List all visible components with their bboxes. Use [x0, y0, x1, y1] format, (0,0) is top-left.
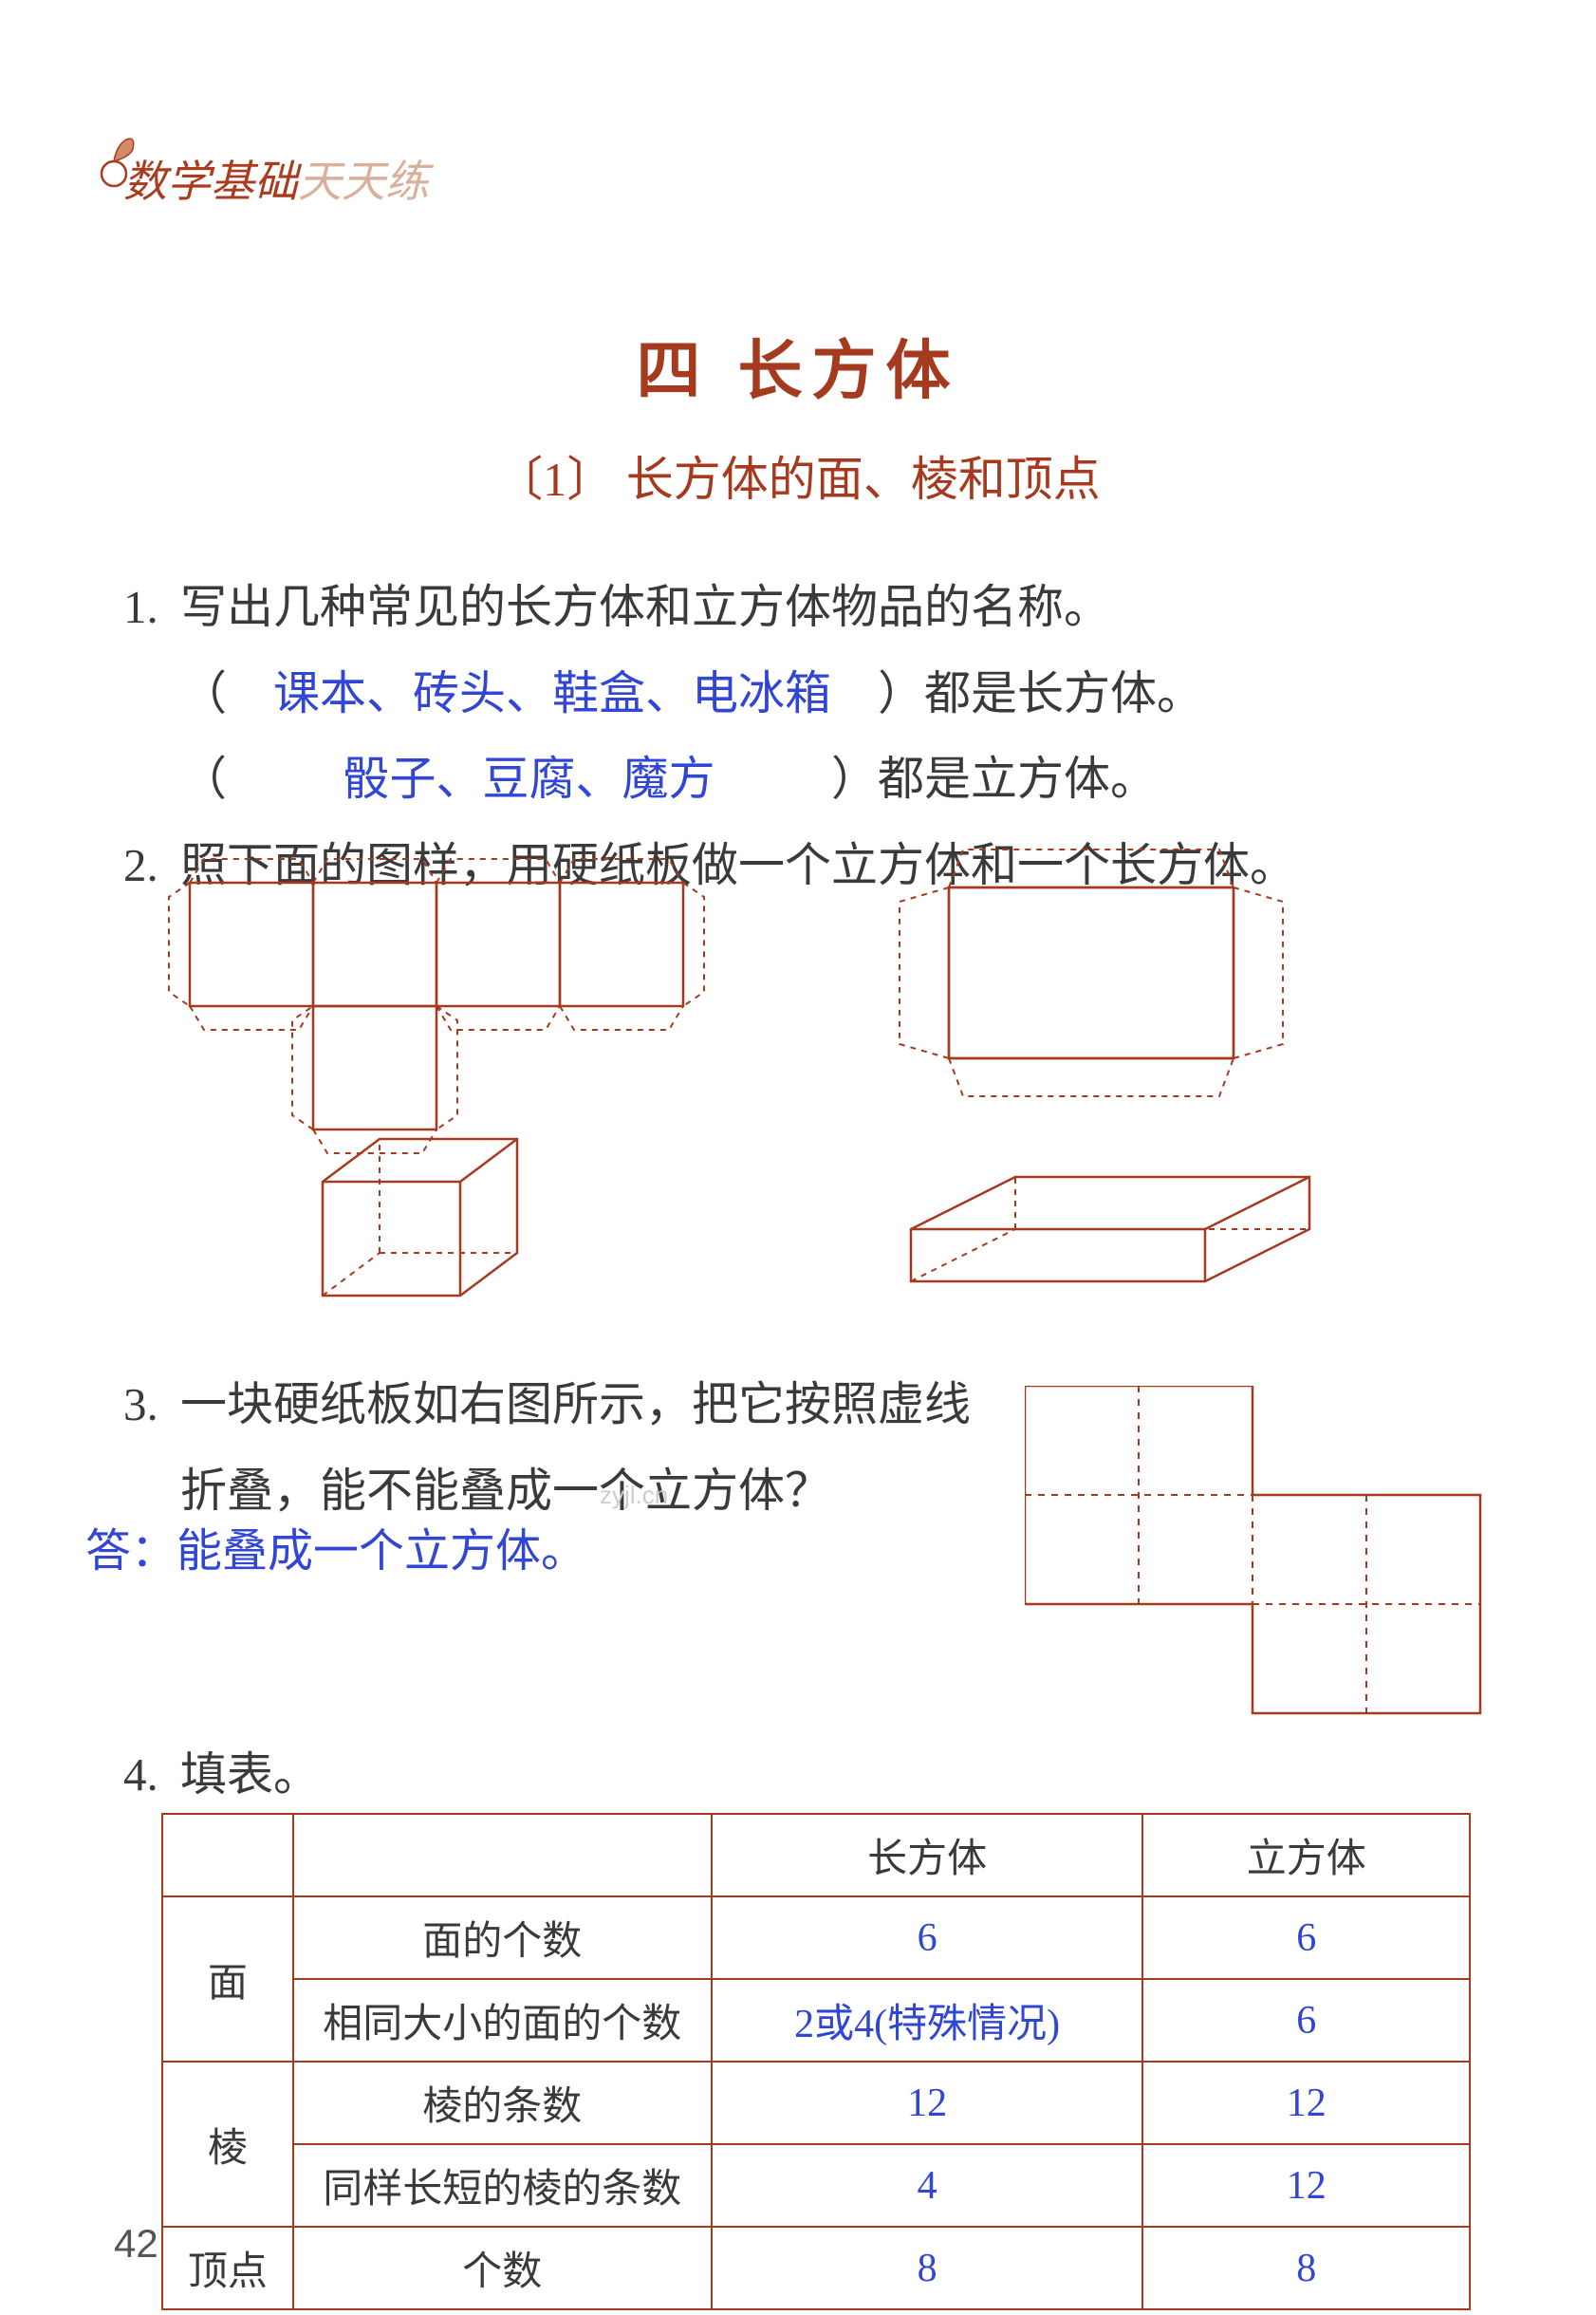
q3-text1: 一块硬纸板如右图所示，把它按照虚线 — [180, 1378, 971, 1430]
table-container: 长方体 立方体 面 面的个数 6 6 相同大小的面的个数 2或4(特殊情况) 6… — [161, 1813, 1471, 2310]
val-2-cuboid: 12 — [712, 2062, 1143, 2144]
question-3: 3.一块硬纸板如右图所示，把它按照虚线 折叠，能不能叠成一个立方体？ — [123, 1362, 977, 1534]
table-row: 同样长短的棱的条数 4 12 — [162, 2144, 1470, 2227]
val-3-cube: 12 — [1142, 2144, 1470, 2227]
table-row: 面 面的个数 6 6 — [162, 1896, 1470, 1979]
q3-answer: 答：能叠成一个立方体。 — [85, 1513, 586, 1579]
label-2: 棱的条数 — [293, 2062, 712, 2144]
val-1-cube: 6 — [1142, 1979, 1470, 2062]
q1-num: 1. — [123, 565, 180, 651]
chapter-title: 四 长方体 — [0, 318, 1596, 412]
q3-num: 3. — [123, 1362, 180, 1448]
table-row: 棱 棱的条数 12 12 — [162, 2062, 1470, 2144]
logo-dark: 数学基础 — [123, 158, 298, 206]
q1-line3: （ 骰子、豆腐、魔方 ）都是立方体。 — [123, 737, 1490, 823]
question-4: 4.填表。 — [123, 1737, 320, 1804]
val-3-cuboid: 4 — [712, 2144, 1143, 2227]
label-1: 相同大小的面的个数 — [293, 1979, 712, 2062]
label-4: 个数 — [293, 2227, 712, 2309]
th-cube: 立方体 — [1142, 1814, 1470, 1896]
group-vertex: 顶点 — [162, 2227, 293, 2309]
table-header-row: 长方体 立方体 — [162, 1814, 1470, 1896]
table-row: 顶点 个数 8 8 — [162, 2227, 1470, 2309]
q1-paren-open: （ — [180, 667, 227, 719]
th-empty1 — [162, 1814, 293, 1896]
group-face: 面 — [162, 1896, 293, 2062]
val-0-cuboid: 6 — [712, 1896, 1143, 1979]
q1-answer-2: 骰子、豆腐、魔方 — [343, 753, 715, 805]
val-2-cube: 12 — [1142, 2062, 1470, 2144]
question-1: 1.写出几种常见的长方体和立方体物品的名称。 — [123, 565, 1490, 651]
diagram-nets — [123, 826, 1490, 1300]
section-subtitle: 〔1〕 长方体的面、棱和顶点 — [0, 441, 1596, 510]
q4-num: 4. — [123, 1747, 180, 1802]
label-0: 面的个数 — [293, 1896, 712, 1979]
q1-line2-close: ）都是长方体。 — [878, 667, 1203, 719]
q3-diagram — [1025, 1386, 1499, 1751]
th-empty2 — [293, 1814, 712, 1896]
q1-line3-close: ）都是立方体。 — [831, 753, 1157, 805]
val-1-cuboid: 2或4(特殊情况) — [712, 1979, 1143, 2062]
q1-paren-open2: （ — [180, 753, 227, 805]
table-row: 相同大小的面的个数 2或4(特殊情况) 6 — [162, 1979, 1470, 2062]
q4-text: 填表。 — [180, 1748, 320, 1801]
val-4-cuboid: 8 — [712, 2227, 1143, 2309]
q1-text: 写出几种常见的长方体和立方体物品的名称。 — [180, 581, 1110, 633]
group-edge: 棱 — [162, 2062, 293, 2227]
val-0-cube: 6 — [1142, 1896, 1470, 1979]
q1-line2: （ 课本、砖头、鞋盒、电冰箱 ）都是长方体。 — [123, 651, 1490, 737]
watermark: zyjl.cn — [600, 1481, 668, 1510]
logo-light: 天天练 — [298, 158, 429, 206]
th-cuboid: 长方体 — [712, 1814, 1143, 1896]
val-4-cube: 8 — [1142, 2227, 1470, 2309]
q1-answer-1: 课本、砖头、鞋盒、电冰箱 — [273, 667, 831, 719]
label-3: 同样长短的棱的条数 — [293, 2144, 712, 2227]
properties-table: 长方体 立方体 面 面的个数 6 6 相同大小的面的个数 2或4(特殊情况) 6… — [161, 1813, 1471, 2310]
header-logo: 数学基础天天练 — [123, 147, 429, 210]
page-number: 42 — [114, 2221, 158, 2267]
